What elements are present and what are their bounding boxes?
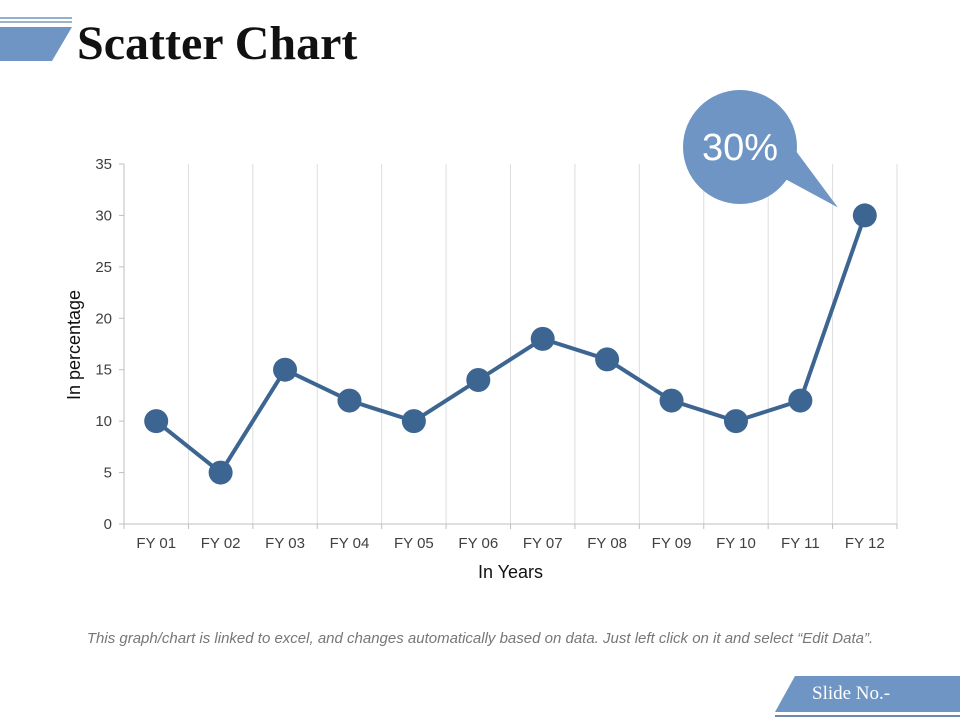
x-tick-label: FY 05 [394, 535, 434, 552]
x-tick-label: FY 03 [265, 535, 305, 552]
data-point-fy-05[interactable] [401, 409, 426, 434]
data-point-fy-02[interactable] [208, 460, 233, 485]
line-chart[interactable]: 0 5 10 15 20 25 30 35 FY 01 FY 02 FY 03 FY 04 FY 05… [0, 80, 960, 600]
value-callout: 30% [683, 90, 838, 208]
data-point-fy-04[interactable] [337, 388, 362, 413]
data-point-fy-03[interactable] [273, 357, 298, 382]
data-point-fy-09[interactable] [659, 388, 684, 413]
x-tick-label: FY 08 [587, 535, 627, 552]
data-point-fy-07[interactable] [530, 326, 555, 351]
slide-number-shape [775, 676, 960, 712]
header-accent-shape [0, 27, 72, 61]
data-point-fy-01[interactable] [144, 409, 169, 434]
page-title: Scatter Chart [77, 17, 358, 70]
data-point-fy-10[interactable] [723, 409, 748, 434]
x-tick-label: FY 09 [652, 535, 692, 552]
slide-number-label: Slide No.- [812, 683, 891, 704]
y-tick-label: 5 [104, 465, 112, 482]
callout-bubble [683, 90, 797, 204]
data-point-fy-08[interactable] [595, 347, 620, 372]
header-band [0, 17, 72, 61]
y-tick-label: 0 [104, 516, 112, 533]
y-tick-label: 10 [95, 413, 112, 430]
callout-label: 30% [702, 127, 778, 169]
x-tick-label: FY 06 [458, 535, 498, 552]
y-tick-labels: 0 5 10 15 20 25 30 35 [95, 156, 124, 533]
x-tick-label: FY 11 [781, 535, 820, 552]
x-tick-label: FY 02 [201, 535, 241, 552]
x-tick-label: FY 04 [330, 535, 370, 552]
data-point-fy-12[interactable] [852, 203, 877, 228]
y-tick-label: 15 [95, 362, 112, 379]
x-tick-label: FY 10 [716, 535, 756, 552]
x-axis-title: In Years [478, 562, 543, 582]
x-tick-label: FY 12 [845, 535, 885, 552]
slide-number-tab [775, 676, 960, 717]
x-tick-label: FY 07 [523, 535, 563, 552]
series-layer [144, 203, 877, 485]
y-axis-title: In percentage [64, 290, 84, 400]
data-point-fy-06[interactable] [466, 368, 491, 392]
y-tick-label: 25 [95, 259, 112, 276]
footer-note: This graph/chart is linked to excel, and… [86, 630, 874, 647]
y-tick-label: 35 [95, 156, 112, 173]
grid-layer [187, 164, 898, 524]
y-tick-label: 30 [95, 207, 112, 224]
x-tick-label: FY 01 [136, 535, 176, 552]
y-tick-label: 20 [95, 310, 112, 327]
x-tick-labels: FY 01 FY 02 FY 03 FY 04 FY 05 FY 06 FY 07 FY 08… [123, 524, 898, 552]
data-point-fy-11[interactable] [788, 388, 813, 413]
